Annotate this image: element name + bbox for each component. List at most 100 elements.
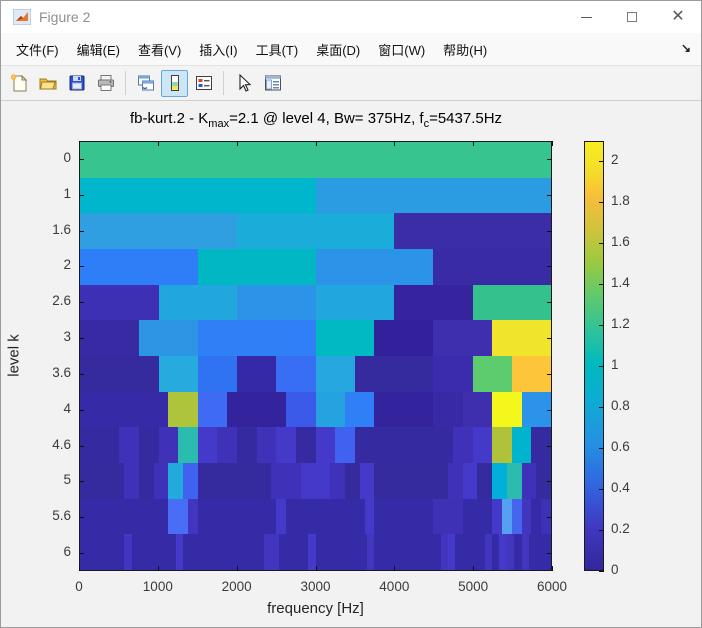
menu-item-1[interactable]: 编辑(E) [76, 42, 120, 58]
print-figure-button[interactable] [92, 70, 119, 97]
heatmap-row-level-2 [80, 249, 551, 285]
new-figure-button[interactable] [5, 70, 32, 97]
legend-icon [195, 76, 212, 90]
insert-colorbar-button[interactable] [161, 69, 188, 97]
link-plot-button[interactable] [132, 70, 159, 97]
heatmap-cell [278, 534, 287, 571]
heatmap-cell [425, 534, 434, 571]
x-tick-mark [236, 566, 238, 571]
maximize-button[interactable] [609, 1, 655, 33]
heatmap-cell [374, 391, 404, 428]
x-tick-mark [315, 141, 317, 146]
heatmap-cell [472, 356, 512, 392]
menu-item-3[interactable]: 插入(I) [199, 42, 238, 58]
heatmap-cell [452, 427, 473, 464]
heatmap-cell [148, 498, 159, 535]
colorbar-icon [170, 75, 179, 91]
colorbar-tick-label: 1.2 [611, 316, 630, 332]
heatmap-cell [205, 534, 213, 571]
heatmap-cell [344, 391, 375, 428]
heatmap-cell [168, 534, 176, 571]
heatmap-cell [217, 498, 228, 535]
heatmap-cell [477, 534, 485, 571]
heatmap-row-level-1.6 [80, 213, 551, 250]
heatmap-cell [138, 463, 154, 499]
minimize-icon [580, 16, 592, 18]
heatmap-cell [447, 463, 463, 499]
heatmap-cell [80, 320, 139, 357]
heatmap-cell [227, 391, 257, 428]
heatmap-cell [511, 356, 551, 392]
y-tick-mark [547, 158, 552, 160]
heatmap-row-level-5.6 [80, 498, 551, 535]
heatmap-cell [394, 284, 473, 321]
heatmap-row-level-0 [80, 142, 551, 178]
menu-item-4[interactable]: 工具(T) [255, 42, 299, 58]
open-file-button[interactable] [34, 70, 61, 97]
heatmap-cell [335, 498, 345, 535]
y-tick-mark [547, 553, 552, 555]
heatmap-cell [315, 498, 326, 535]
menu-item-0[interactable]: 文件(F) [16, 42, 59, 58]
menu-item-2[interactable]: 查看(V) [137, 42, 182, 58]
heatmap-cell [506, 463, 522, 499]
heatmap-cell [131, 534, 139, 571]
minimize-button[interactable] [563, 1, 609, 33]
heatmap-cell [472, 284, 551, 321]
edit-plot-button[interactable] [230, 70, 257, 97]
heatmap-cell [227, 463, 242, 499]
y-tick-mark [547, 445, 552, 447]
menu-item-6[interactable]: 窗口(W) [378, 42, 426, 58]
insert-legend-button[interactable] [190, 70, 217, 97]
heatmap-cell [109, 391, 139, 428]
heatmap-cell [80, 284, 159, 321]
heatmap-cell [354, 498, 365, 535]
heatmap-cell [499, 534, 507, 571]
y-tick-mark [79, 194, 84, 196]
menu-item-7[interactable]: 帮助(H) [443, 42, 488, 58]
y-tick-mark [547, 230, 552, 232]
heatmap-cell [80, 249, 198, 285]
heatmap-cell [477, 463, 493, 499]
heatmap-cell [433, 498, 444, 535]
heatmap-cell [308, 534, 316, 571]
x-tick-mark [473, 566, 475, 571]
heatmap-cell [344, 534, 353, 571]
title-bar: Figure 2 ✕ [1, 1, 701, 33]
dock-figure-icon[interactable]: ↘ [680, 41, 691, 55]
heatmap-cell [300, 534, 309, 571]
x-axis-label: frequency [Hz] [267, 600, 364, 617]
heatmap-cell [295, 427, 316, 464]
plot-browser-icon [264, 75, 281, 91]
menu-item-5[interactable]: 桌面(D) [316, 42, 361, 58]
heatmap-cell [80, 356, 120, 392]
heatmap-cell [374, 534, 382, 571]
x-tick-label: 2000 [221, 579, 252, 594]
heatmap-cell [295, 498, 306, 535]
colorbar-tick-mark [599, 366, 604, 368]
colorbar-tick-mark [599, 325, 604, 327]
heatmap-cell [484, 534, 493, 571]
heatmap-cell [138, 427, 159, 464]
save-figure-button[interactable] [63, 70, 90, 97]
heatmap-cell [146, 534, 154, 571]
heatmap-cell [168, 498, 179, 535]
heatmap-row-level-4.6 [80, 427, 551, 464]
colorbar-tick-label: 0 [611, 562, 619, 577]
colorbar-tick-mark [599, 571, 604, 572]
heatmap-cell [187, 498, 198, 535]
plot-browser-button[interactable] [259, 70, 286, 97]
heatmap-cell [119, 356, 159, 392]
floppy-disk-icon [69, 75, 84, 91]
heatmap-cell [109, 463, 125, 499]
heatmap-cell [293, 534, 301, 571]
heatmap-cell [241, 463, 257, 499]
heatmap-cell [286, 534, 294, 571]
heatmap-cell [482, 498, 493, 535]
heatmap-cell [190, 534, 198, 571]
heatmap-cell [168, 463, 184, 499]
close-button[interactable]: ✕ [655, 1, 701, 33]
x-tick-label: 1000 [142, 579, 173, 594]
heatmap-cell [433, 320, 493, 357]
heatmap-row-level-1 [80, 177, 551, 214]
